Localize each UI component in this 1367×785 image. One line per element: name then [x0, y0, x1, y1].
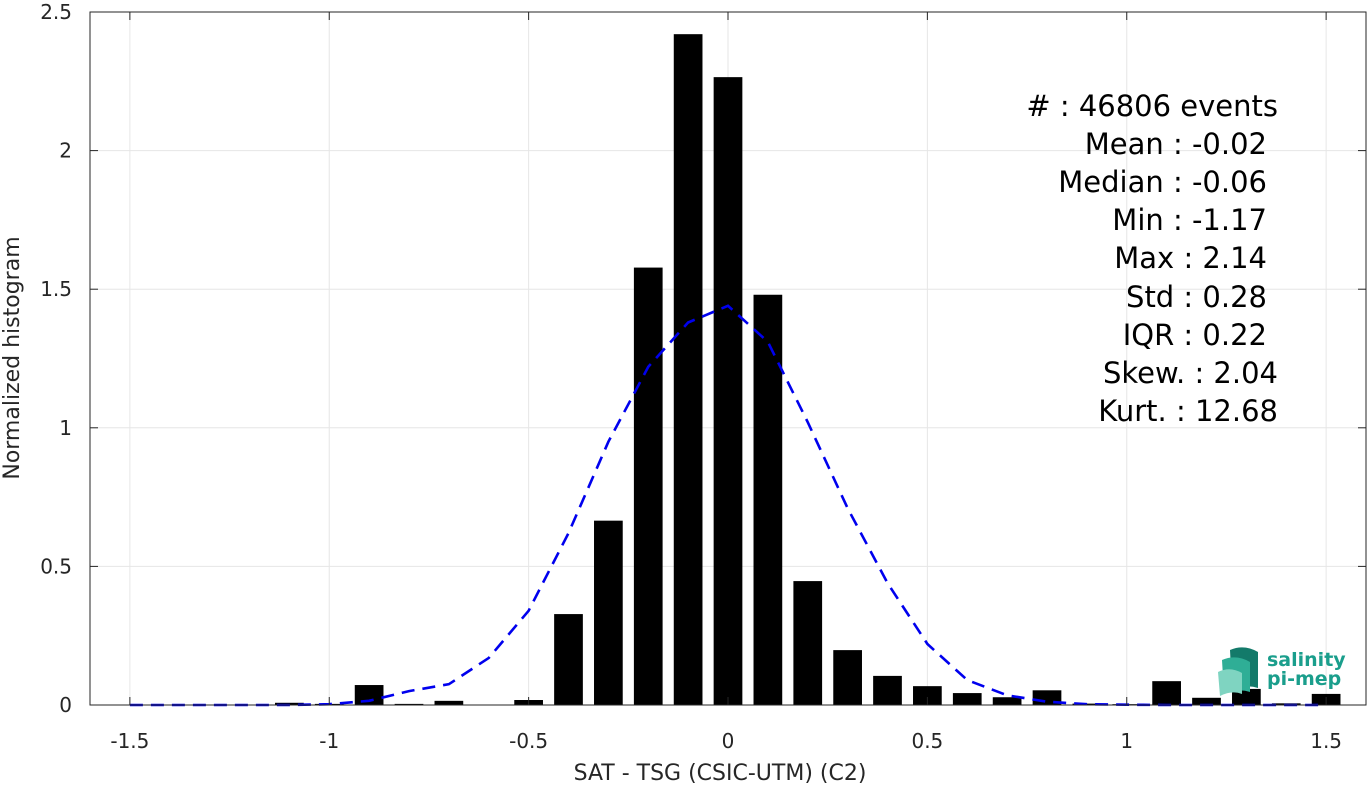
histogram-bar: [1152, 681, 1181, 705]
y-axis-label: Normalized histogram: [0, 236, 25, 479]
histogram-bar: [594, 520, 623, 705]
x-tick-label: -1.5: [110, 729, 149, 753]
stat-min: Min : -1.17: [1112, 203, 1267, 237]
histogram-bar: [673, 34, 703, 705]
histogram-bar: [992, 697, 1022, 705]
histogram-bar: [394, 703, 424, 705]
stat-std: Std : 0.28: [1126, 280, 1267, 314]
histogram-bar: [952, 693, 982, 705]
x-tick-label: -0.5: [509, 729, 548, 753]
x-tick-label: 0.5: [911, 729, 943, 753]
histogram-bar: [1192, 697, 1221, 705]
x-tick-label: 1.5: [1310, 729, 1342, 753]
histogram-bar: [554, 614, 583, 705]
salinity-pimep-logo: salinity pi-mep: [1218, 647, 1346, 696]
stats-annotation: # : 46806 events Mean : -0.02 Median : -…: [1026, 89, 1278, 428]
y-tick-label: 0: [59, 693, 72, 717]
stat-max: Max : 2.14: [1114, 241, 1267, 275]
stat-median: Median : -0.06: [1058, 165, 1267, 199]
y-tick-label: 1: [59, 416, 72, 440]
y-tick-label: 2: [59, 139, 72, 163]
x-tick-label: -1: [319, 729, 339, 753]
histogram-bar: [913, 686, 942, 705]
stat-skew: Skew. : 2.04: [1103, 356, 1278, 390]
x-tick-labels: -1.5 -1 -0.5 0 0.5 1 1.5: [110, 729, 1342, 753]
histogram-bar: [873, 675, 902, 705]
y-tick-label: 0.5: [40, 554, 72, 578]
histogram-bars: [275, 34, 1341, 706]
histogram-bar: [713, 77, 743, 706]
stat-iqr: IQR : 0.22: [1123, 318, 1267, 352]
x-axis-label: SAT - TSG (CSIC-UTM) (C2): [574, 761, 867, 785]
histogram-bar: [753, 294, 783, 705]
logo-wave-light-icon: [1218, 669, 1242, 696]
stat-mean: Mean : -0.02: [1085, 127, 1267, 161]
histogram-bar: [833, 650, 862, 705]
axis-ticks: [90, 11, 1366, 706]
logo-line2: pi-mep: [1267, 668, 1341, 690]
stat-kurt: Kurt. : 12.68: [1098, 394, 1278, 428]
x-tick-label: 0: [722, 729, 735, 753]
logo-line1: salinity: [1267, 649, 1346, 671]
y-tick-labels: 0 0.5 1 1.5 2 2.5: [40, 0, 72, 717]
y-tick-label: 2.5: [40, 0, 72, 24]
histogram-bar: [354, 685, 384, 705]
x-tick-label: 1: [1120, 729, 1133, 753]
y-tick-label: 1.5: [40, 277, 72, 301]
histogram-bar: [633, 267, 663, 705]
stat-events: # : 46806 events: [1026, 89, 1278, 123]
histogram-bar: [793, 581, 823, 705]
histogram-bar: [434, 700, 464, 705]
